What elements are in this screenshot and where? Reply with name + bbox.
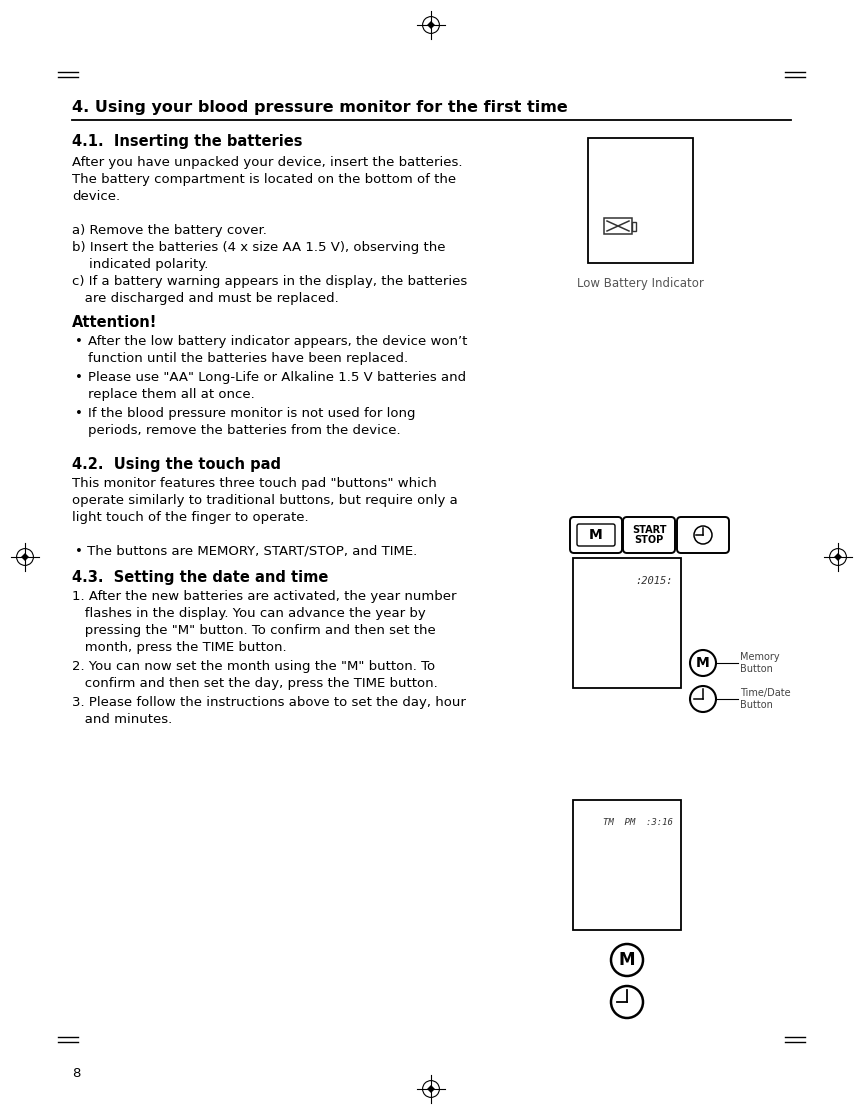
Text: device.: device. <box>72 190 120 203</box>
Text: pressing the "M" button. To confirm and then set the: pressing the "M" button. To confirm and … <box>72 624 436 637</box>
Text: This monitor features three touch pad "buttons" which: This monitor features three touch pad "b… <box>72 477 437 490</box>
Text: STOP: STOP <box>634 535 664 545</box>
FancyBboxPatch shape <box>577 524 615 546</box>
Text: •: • <box>75 407 83 420</box>
Text: Please use "AA" Long-Life or Alkaline 1.5 V batteries and: Please use "AA" Long-Life or Alkaline 1.… <box>88 371 466 384</box>
Text: M: M <box>619 951 635 969</box>
Text: a) Remove the battery cover.: a) Remove the battery cover. <box>72 224 267 237</box>
Text: 4. Using your blood pressure monitor for the first time: 4. Using your blood pressure monitor for… <box>72 100 568 115</box>
Polygon shape <box>427 1085 435 1093</box>
Text: c) If a battery warning appears in the display, the batteries: c) If a battery warning appears in the d… <box>72 275 467 289</box>
Bar <box>588 138 693 263</box>
Text: Attention!: Attention! <box>72 315 157 330</box>
Text: After the low battery indicator appears, the device won’t: After the low battery indicator appears,… <box>88 335 468 348</box>
Bar <box>573 558 681 688</box>
Text: flashes in the display. You can advance the year by: flashes in the display. You can advance … <box>72 607 425 620</box>
Text: light touch of the finger to operate.: light touch of the finger to operate. <box>72 511 309 524</box>
FancyBboxPatch shape <box>623 517 675 553</box>
Text: 4.1.  Inserting the batteries: 4.1. Inserting the batteries <box>72 134 303 149</box>
Text: The battery compartment is located on the bottom of the: The battery compartment is located on th… <box>72 173 457 186</box>
Text: START: START <box>632 525 666 535</box>
Text: replace them all at once.: replace them all at once. <box>88 388 255 401</box>
Text: If the blood pressure monitor is not used for long: If the blood pressure monitor is not use… <box>88 407 415 420</box>
Text: confirm and then set the day, press the TIME button.: confirm and then set the day, press the … <box>72 677 438 690</box>
Text: and minutes.: and minutes. <box>72 713 173 726</box>
Polygon shape <box>834 553 842 561</box>
Text: operate similarly to traditional buttons, but require only a: operate similarly to traditional buttons… <box>72 494 457 507</box>
Bar <box>632 222 636 231</box>
Text: periods, remove the batteries from the device.: periods, remove the batteries from the d… <box>88 424 400 437</box>
Text: 4.3.  Setting the date and time: 4.3. Setting the date and time <box>72 570 329 585</box>
FancyBboxPatch shape <box>677 517 729 553</box>
Text: TM  PM  :3:16: TM PM :3:16 <box>603 818 673 827</box>
Text: After you have unpacked your device, insert the batteries.: After you have unpacked your device, ins… <box>72 156 463 169</box>
Text: • The buttons are MEMORY, START/STOP, and TIME.: • The buttons are MEMORY, START/STOP, an… <box>75 545 417 558</box>
Text: are discharged and must be replaced.: are discharged and must be replaced. <box>72 292 339 305</box>
Bar <box>604 218 632 234</box>
Text: Memory
Button: Memory Button <box>740 652 779 674</box>
Text: •: • <box>75 335 83 348</box>
FancyBboxPatch shape <box>570 517 622 553</box>
Text: b) Insert the batteries (4 x size AA 1.5 V), observing the: b) Insert the batteries (4 x size AA 1.5… <box>72 241 445 254</box>
Text: indicated polarity.: indicated polarity. <box>72 258 208 271</box>
Bar <box>573 800 681 930</box>
Text: function until the batteries have been replaced.: function until the batteries have been r… <box>88 352 408 365</box>
Text: 4.2.  Using the touch pad: 4.2. Using the touch pad <box>72 457 281 472</box>
Text: month, press the TIME button.: month, press the TIME button. <box>72 641 287 654</box>
Text: 8: 8 <box>72 1067 80 1079</box>
Text: 1. After the new batteries are activated, the year number: 1. After the new batteries are activated… <box>72 590 457 603</box>
Text: M: M <box>696 656 710 670</box>
Polygon shape <box>21 553 29 561</box>
Text: 2. You can now set the month using the "M" button. To: 2. You can now set the month using the "… <box>72 659 435 673</box>
Text: Low Battery Indicator: Low Battery Indicator <box>577 277 704 290</box>
Polygon shape <box>427 21 435 29</box>
Text: M: M <box>589 528 603 543</box>
Text: Time/Date
Button: Time/Date Button <box>740 688 791 710</box>
Text: :2015:: :2015: <box>635 576 673 586</box>
Text: •: • <box>75 371 83 384</box>
Text: 3. Please follow the instructions above to set the day, hour: 3. Please follow the instructions above … <box>72 696 466 709</box>
